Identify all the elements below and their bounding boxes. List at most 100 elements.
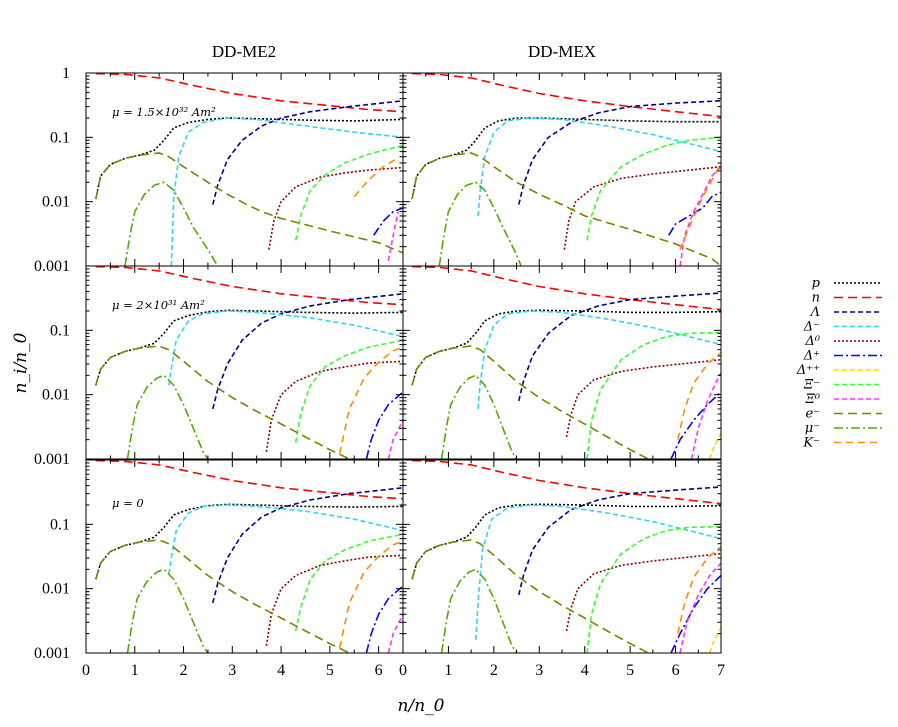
series-line <box>440 374 518 459</box>
series-line <box>477 117 721 216</box>
legend-label: Δ⁺⁺ <box>796 363 820 378</box>
panel-frame <box>402 459 722 654</box>
x-tick-label: 3 <box>535 662 543 679</box>
series-line <box>387 211 399 262</box>
series-line <box>677 545 721 634</box>
series-line <box>411 503 721 580</box>
x-tick-label: 6 <box>672 662 680 679</box>
series-line <box>412 266 721 311</box>
series-line <box>518 100 721 205</box>
series-line <box>477 310 721 409</box>
series-line <box>474 504 721 640</box>
series-line <box>411 345 649 459</box>
series-line <box>387 613 403 653</box>
series-line <box>294 339 403 443</box>
series-line <box>708 433 721 459</box>
series-line <box>168 310 403 386</box>
series-line <box>126 568 209 653</box>
series-line <box>95 345 350 459</box>
x-axis-label: n/n_0 <box>398 696 445 716</box>
panel-annotation: μ = 0 <box>112 496 144 510</box>
series-line <box>690 372 721 459</box>
series-line <box>95 309 403 386</box>
series-line <box>411 309 721 386</box>
panel-r1-c1 <box>411 266 721 459</box>
frame-layer <box>85 72 722 654</box>
series-line <box>563 165 721 250</box>
series-line <box>124 181 219 266</box>
series-line <box>670 391 721 459</box>
series-line <box>265 360 403 452</box>
panel-r1-c0 <box>95 266 403 459</box>
series-line <box>412 73 721 118</box>
x-tick-label: 1 <box>131 662 139 679</box>
series-line <box>411 152 721 266</box>
series-line <box>679 562 721 653</box>
y-tick-label: 0.001 <box>34 451 70 468</box>
series-line <box>586 136 721 241</box>
series-line <box>365 391 403 459</box>
x-tick-label: 6 <box>375 662 383 679</box>
y-tick-label: 0.01 <box>42 581 70 598</box>
series-line <box>373 207 403 236</box>
legend-label: p <box>812 276 821 291</box>
series-line <box>95 503 403 580</box>
series-line <box>411 117 721 200</box>
panel-r2-c1 <box>411 460 721 653</box>
series-line <box>565 358 721 438</box>
series-line <box>518 486 721 596</box>
series-line <box>168 504 403 574</box>
x-tick-label: 0 <box>82 662 90 679</box>
series-line <box>338 540 403 649</box>
series-line <box>565 552 721 632</box>
x-tick-label: 0 <box>399 662 407 679</box>
series-line <box>95 152 403 254</box>
legend-label: K⁻ <box>802 436 820 451</box>
y-tick-label: 0.01 <box>42 194 70 211</box>
series-line <box>412 460 721 505</box>
series-line <box>440 568 518 653</box>
y-tick-label: 1 <box>62 65 70 82</box>
x-tick-label: 5 <box>626 662 634 679</box>
series-line <box>294 144 403 241</box>
legend-label: Δ⁻ <box>803 320 820 335</box>
panel-frame <box>85 72 404 267</box>
series-line <box>679 166 721 266</box>
series-line <box>265 554 403 646</box>
x-tick-label: 4 <box>277 662 285 679</box>
legend-label: μ⁻ <box>805 421 820 436</box>
panel-frame <box>85 459 404 654</box>
series-line <box>708 627 721 653</box>
legend-label: n <box>812 291 820 306</box>
x-tick-label: 4 <box>581 662 589 679</box>
x-tick-label: 5 <box>326 662 334 679</box>
series-line <box>95 539 350 653</box>
y-tick-label: 0.001 <box>34 645 70 662</box>
column-title-dd-mex: DD-MEX <box>528 42 596 61</box>
y-axis-label: n_i/n_0 <box>11 332 31 393</box>
legend-label: Ξ⁰ <box>805 392 821 407</box>
y-tick-label: 0.01 <box>42 387 70 404</box>
panel-frame <box>85 265 404 460</box>
series-line <box>387 419 403 459</box>
y-tick-label: 0.1 <box>50 129 70 146</box>
series-line <box>212 293 403 410</box>
x-tick-label: 2 <box>180 662 188 679</box>
series-line <box>365 585 403 653</box>
y-tick-label: 0.1 <box>50 516 70 533</box>
panel-r2-c0 <box>95 460 403 653</box>
series-line <box>586 525 721 653</box>
series-line <box>95 117 403 200</box>
legend-label: Δ⁰ <box>804 334 820 349</box>
series-line <box>586 331 721 459</box>
panel-r0-c1 <box>411 73 721 266</box>
labels-layer: μ = 1.5×10³² Am² μ = 2×10³¹ Am² μ = 0 1 0.1 0… <box>11 42 725 716</box>
legend-label: Δ⁺ <box>803 349 820 364</box>
column-title-dd-me2: DD-ME2 <box>212 42 276 61</box>
series-line <box>353 157 399 198</box>
series-line <box>438 181 522 266</box>
series-line <box>126 374 209 459</box>
y-tick-label: 0.001 <box>34 258 70 275</box>
